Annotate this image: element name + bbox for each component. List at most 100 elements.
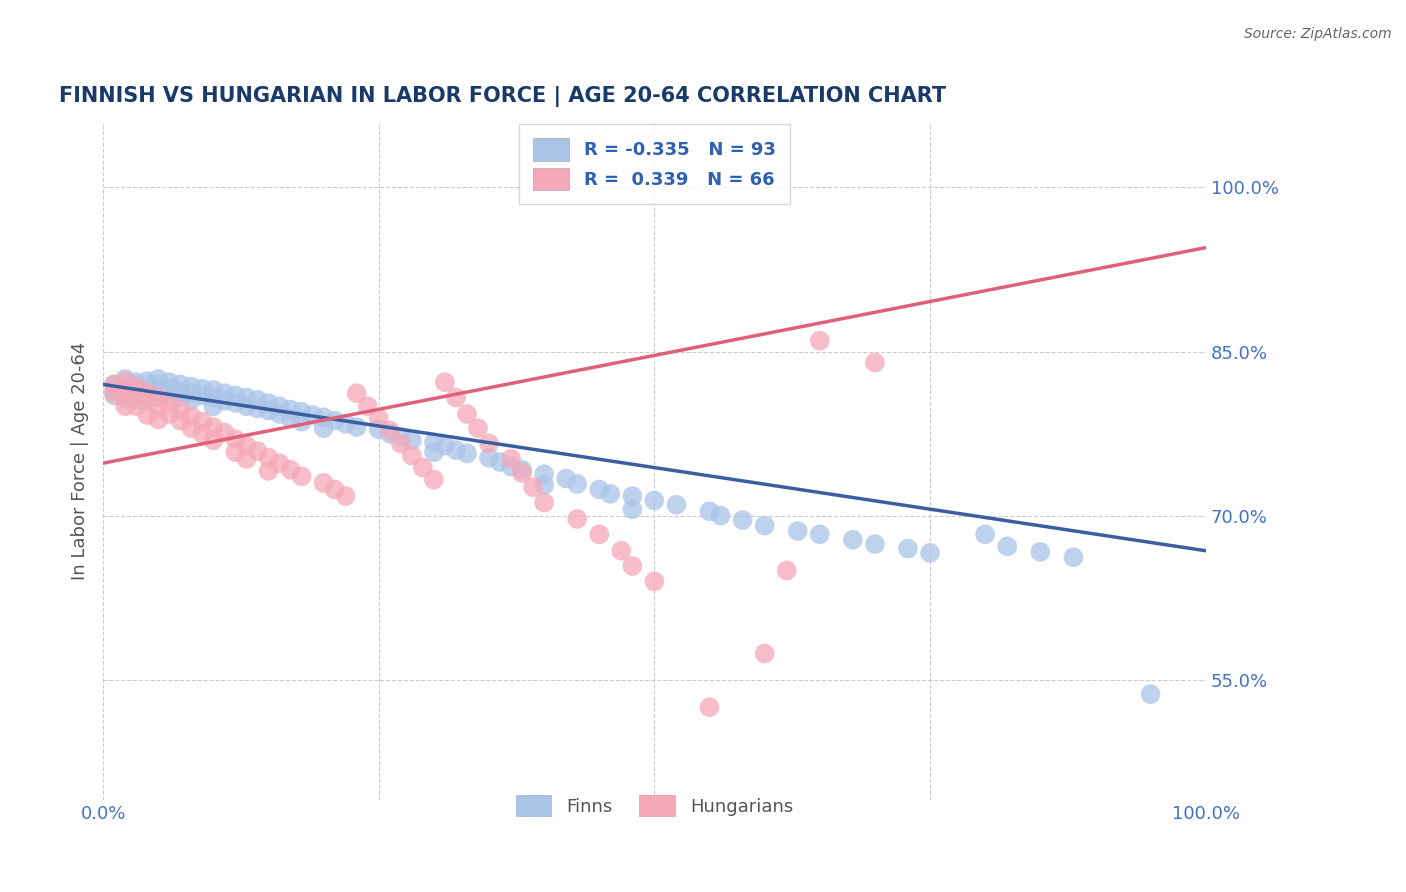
Point — [180, 421, 202, 435]
Point — [312, 410, 335, 425]
Text: Source: ZipAtlas.com: Source: ZipAtlas.com — [1244, 27, 1392, 41]
Point — [246, 401, 269, 416]
Point — [312, 475, 335, 490]
Point — [280, 463, 302, 477]
Point — [114, 372, 136, 386]
Point — [157, 396, 180, 410]
Point — [842, 533, 865, 547]
Point — [148, 389, 170, 403]
Point — [522, 480, 544, 494]
Point — [157, 376, 180, 390]
Point — [423, 445, 446, 459]
Point — [367, 422, 389, 436]
Point — [169, 377, 191, 392]
Point — [478, 436, 501, 450]
Point — [312, 421, 335, 435]
Point — [621, 502, 644, 516]
Point — [863, 355, 886, 369]
Point — [478, 450, 501, 465]
Point — [180, 409, 202, 424]
Point — [224, 432, 246, 446]
Point — [499, 451, 522, 466]
Point — [1029, 545, 1052, 559]
Point — [367, 411, 389, 425]
Point — [290, 405, 312, 419]
Point — [346, 386, 368, 401]
Point — [246, 444, 269, 458]
Point — [148, 401, 170, 415]
Point — [202, 391, 225, 405]
Point — [974, 527, 997, 541]
Point — [467, 421, 489, 435]
Point — [699, 504, 721, 518]
Point — [125, 387, 148, 401]
Point — [1062, 550, 1084, 565]
Point — [202, 383, 225, 397]
Point — [257, 403, 280, 417]
Point — [125, 379, 148, 393]
Point — [136, 385, 159, 400]
Point — [136, 385, 159, 400]
Point — [235, 399, 257, 413]
Point — [290, 415, 312, 429]
Point — [125, 376, 148, 390]
Point — [202, 420, 225, 434]
Point — [378, 423, 401, 437]
Point — [1139, 687, 1161, 701]
Point — [533, 495, 555, 509]
Point — [169, 391, 191, 405]
Point — [323, 413, 346, 427]
Point — [180, 386, 202, 401]
Point — [389, 436, 412, 450]
Point — [754, 647, 776, 661]
Point — [169, 402, 191, 417]
Point — [103, 388, 125, 402]
Point — [114, 379, 136, 393]
Point — [709, 508, 731, 523]
Point — [412, 460, 434, 475]
Point — [346, 420, 368, 434]
Point — [114, 386, 136, 401]
Point — [456, 407, 478, 421]
Point — [401, 434, 423, 448]
Point — [378, 426, 401, 441]
Point — [235, 451, 257, 466]
Point — [533, 467, 555, 482]
Point — [357, 399, 380, 413]
Point — [423, 435, 446, 450]
Point — [214, 386, 236, 401]
Point — [257, 450, 280, 465]
Point — [136, 408, 159, 422]
Point — [290, 469, 312, 483]
Point — [918, 546, 941, 560]
Point — [148, 384, 170, 398]
Point — [808, 527, 831, 541]
Point — [202, 399, 225, 413]
Point — [621, 559, 644, 574]
Point — [643, 574, 665, 589]
Point — [191, 382, 214, 396]
Point — [157, 407, 180, 421]
Point — [269, 399, 291, 413]
Point — [246, 392, 269, 407]
Point — [444, 391, 467, 405]
Point — [191, 426, 214, 441]
Point — [125, 381, 148, 395]
Y-axis label: In Labor Force | Age 20-64: In Labor Force | Age 20-64 — [72, 342, 89, 580]
Point — [401, 449, 423, 463]
Point — [301, 408, 323, 422]
Point — [103, 377, 125, 392]
Point — [136, 393, 159, 408]
Point — [202, 434, 225, 448]
Point — [335, 417, 357, 431]
Point — [180, 379, 202, 393]
Point — [280, 411, 302, 425]
Point — [136, 391, 159, 405]
Point — [621, 489, 644, 503]
Point — [269, 456, 291, 470]
Point — [754, 518, 776, 533]
Point — [125, 399, 148, 413]
Point — [169, 413, 191, 427]
Point — [786, 524, 808, 538]
Point — [665, 498, 688, 512]
